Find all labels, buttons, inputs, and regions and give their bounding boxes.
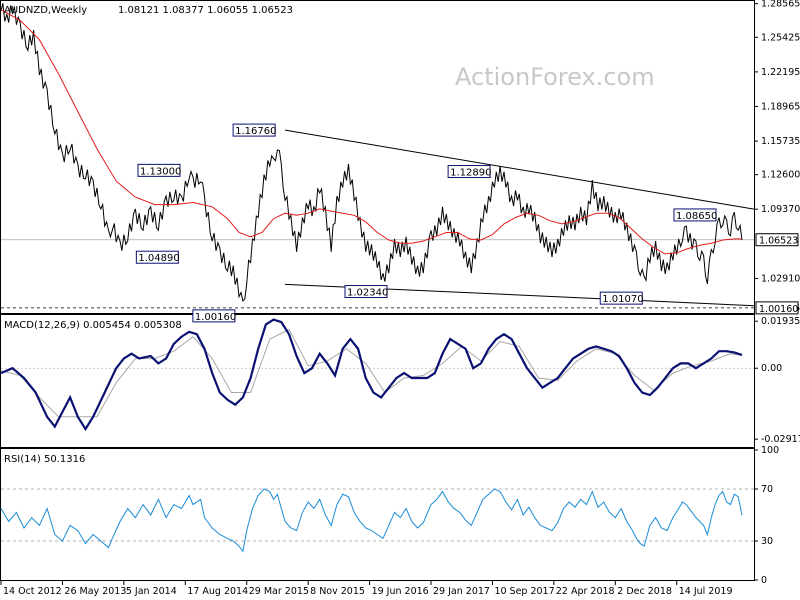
date-axis-label: 17 Aug 2014: [187, 586, 248, 597]
date-axis-label: 8 Nov 2015: [310, 586, 365, 597]
date-axis-label: 5 Jan 2014: [126, 586, 177, 597]
rsi-line: [0, 488, 743, 553]
price-axis-label: 1.02910: [761, 273, 800, 284]
macd-line: [0, 318, 743, 432]
watermark: ActionForex.com: [455, 63, 655, 91]
moving-average-line: [0, 9, 742, 255]
annotation-label: 1.13000: [140, 166, 181, 177]
macd-axis-label: 0.00: [761, 363, 782, 374]
macd-axis-label: -0.029171: [761, 434, 800, 445]
annotation-box: [192, 309, 236, 323]
price-series-line: [0, 3, 743, 303]
annotation-box: [135, 250, 179, 264]
annotation-box: [232, 123, 276, 137]
price-layer: 1.16760 1.13000 1.04890 1.00160 1.02340 1.128…: [0, 3, 755, 323]
support-price-box: [755, 301, 799, 315]
date-axis-label: 29 Mar 2015: [249, 586, 309, 597]
support-price-label: 1.00160: [759, 304, 798, 315]
date-axis-label: 26 May 2013: [64, 586, 126, 597]
annotation-label: 1.16760: [235, 126, 276, 137]
current-price-label: 1.06523: [759, 236, 798, 247]
annotation-label: 1.02340: [347, 288, 388, 299]
annotation-box: [599, 291, 643, 305]
rsi-label: RSI(14) 50.1316: [4, 454, 85, 465]
date-axis-label: 14 Oct 2012: [3, 586, 62, 597]
date-axis-label: 14 Jul 2019: [679, 586, 733, 597]
price-axis-label: 1.15735: [761, 136, 800, 147]
annotation-box: [673, 208, 717, 222]
upper-trendline: [285, 129, 755, 210]
rsi-axis-label: 30: [761, 536, 773, 547]
date-axis-label: 10 Sep 2017: [494, 586, 554, 597]
rsi-axis-label: 100: [761, 445, 779, 456]
header-symbol: AUDNZD,Weekly: [4, 5, 87, 16]
price-axis-label: 1.18965: [761, 101, 800, 112]
rsi-layer: [0, 488, 754, 553]
price-panel-frame: [0, 0, 755, 314]
macd-axis-label: 0.01935: [761, 316, 800, 327]
macd-layer: [0, 318, 754, 432]
annotation-label: 1.08650: [676, 211, 717, 222]
price-axis-label: 1.25425: [761, 32, 800, 43]
date-axis-label: 22 Apr 2018: [556, 586, 615, 597]
annotation-box: [344, 285, 388, 299]
annotation-label: 1.12890: [450, 168, 491, 179]
date-axis-label: 2 Dec 2018: [617, 586, 672, 597]
price-axis-label: 1.12600: [761, 170, 800, 181]
annotation-label: 1.00160: [195, 312, 236, 323]
macd-label: MACD(12,26,9) 0.005454 0.005308: [4, 320, 182, 331]
header-ohlc: 1.08121 1.08377 1.06055 1.06523: [118, 5, 293, 16]
rsi-panel-frame: [0, 448, 755, 581]
current-price-box: [755, 233, 799, 247]
date-axis-label: 29 Jan 2017: [433, 586, 490, 597]
price-axis-label: 1.09370: [761, 204, 800, 215]
rsi-axis-label: 0: [761, 575, 767, 586]
annotation-label: 1.01070: [602, 294, 643, 305]
price-axis-label: 1.28565: [761, 0, 800, 10]
annotation-box: [447, 165, 491, 179]
rsi-axis-label: 70: [761, 484, 773, 495]
annotation-label: 1.04890: [138, 253, 179, 264]
date-axis-label: 19 Jun 2016: [372, 586, 429, 597]
annotation-box: [137, 163, 181, 177]
price-axis-label: 1.22195: [761, 67, 800, 78]
